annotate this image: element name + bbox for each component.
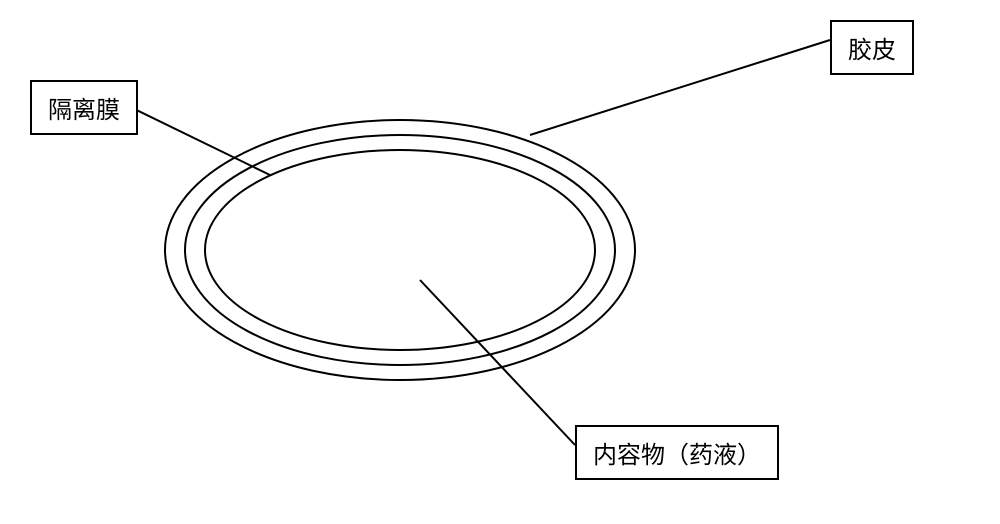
diagram-svg (0, 0, 1000, 524)
label-membrane: 隔离膜 (30, 80, 138, 135)
inner-ellipse (205, 150, 595, 350)
label-contents: 内容物（药液） (575, 425, 779, 480)
leader-line-membrane (120, 102, 270, 175)
label-rubber: 胶皮 (830, 20, 914, 75)
middle-ellipse (185, 135, 615, 365)
leader-line-rubber (530, 40, 830, 135)
